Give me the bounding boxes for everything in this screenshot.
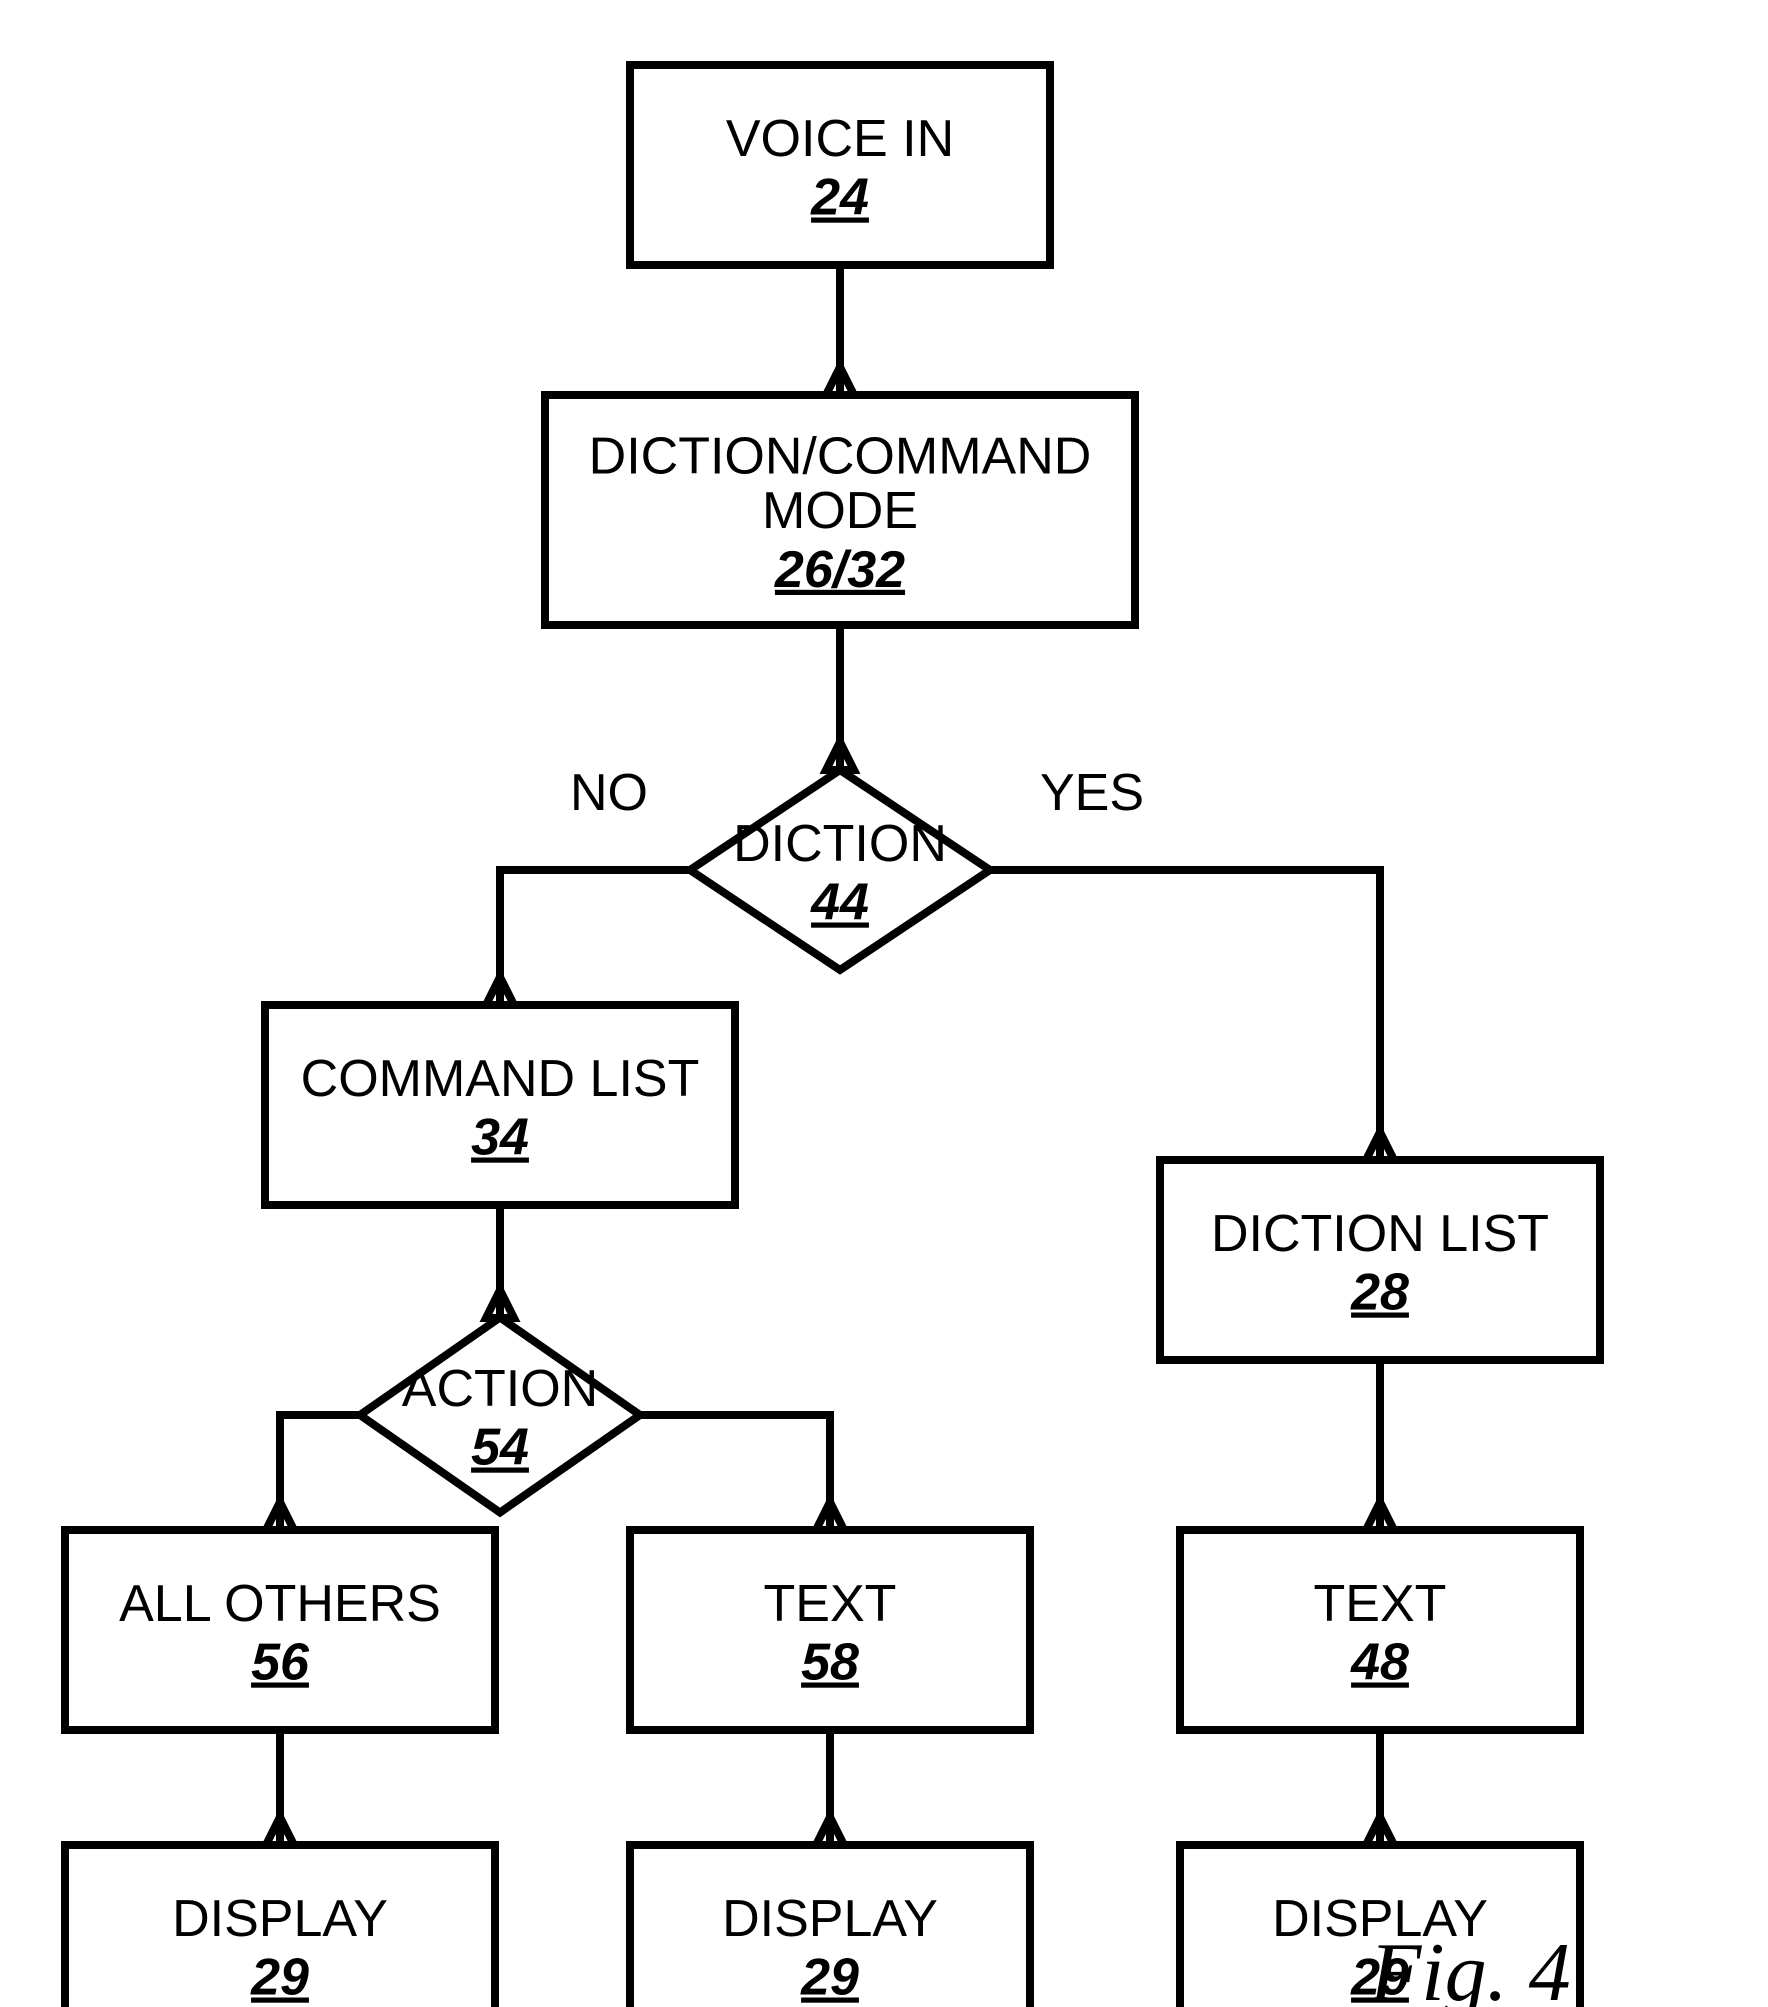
svg-text:DICTION/COMMAND: DICTION/COMMAND [589,428,1092,486]
svg-text:TEXT: TEXT [1314,1575,1447,1633]
flowchart-canvas: VOICE IN24 DICTION/COMMANDMODE26/32 DICTIO… [0,0,1768,2007]
svg-text:54: 54 [471,1419,529,1477]
svg-text:28: 28 [1350,1264,1409,1322]
svg-text:TEXT: TEXT [764,1575,897,1633]
svg-text:COMMAND LIST: COMMAND LIST [301,1050,700,1108]
svg-text:56: 56 [251,1634,310,1692]
svg-text:DICTION LIST: DICTION LIST [1211,1205,1549,1263]
figure-label: Fig. 4 [1369,1926,1571,2007]
edge-label: YES [1040,764,1144,822]
svg-text:29: 29 [250,1949,309,2007]
svg-text:34: 34 [471,1109,529,1167]
svg-text:VOICE IN: VOICE IN [726,110,954,168]
svg-text:ALL OTHERS: ALL OTHERS [119,1575,441,1633]
svg-text:DICTION: DICTION [733,815,947,873]
svg-text:DISPLAY: DISPLAY [172,1890,388,1948]
svg-text:29: 29 [800,1949,859,2007]
svg-text:58: 58 [801,1634,859,1692]
svg-text:24: 24 [810,169,869,227]
svg-text:MODE: MODE [762,482,918,540]
svg-text:ACTION: ACTION [402,1360,598,1418]
svg-text:DISPLAY: DISPLAY [722,1890,938,1948]
svg-text:26/32: 26/32 [774,541,905,599]
svg-text:44: 44 [810,874,869,932]
svg-text:48: 48 [1350,1634,1409,1692]
edge-label: NO [570,764,648,822]
